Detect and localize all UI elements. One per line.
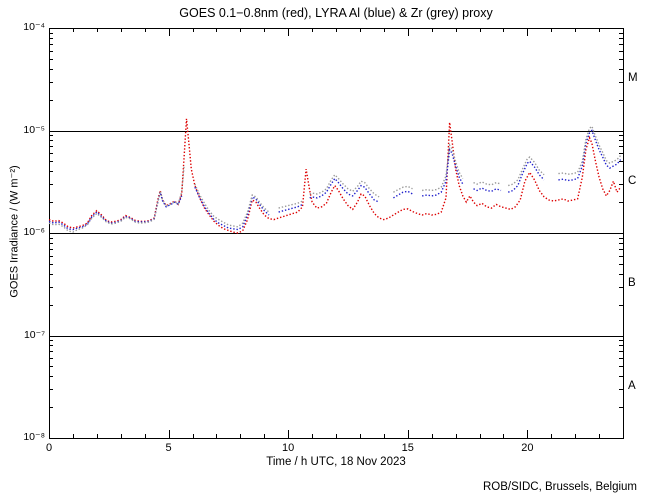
chart-title: GOES 0.1−0.8nm (red), LYRA Al (blue) & Z…: [179, 6, 493, 20]
series-line-1: [473, 187, 502, 193]
series-line-1: [48, 192, 183, 231]
series-line-2: [278, 200, 303, 209]
series-line-1: [393, 190, 413, 199]
series-line-2: [507, 156, 545, 187]
x-tick-label: 15: [401, 442, 414, 454]
flare-class-label-B: B: [628, 277, 636, 290]
y-tick-label: 10⁻⁵: [23, 123, 45, 136]
flare-class-label-M: M: [628, 72, 638, 85]
y-tick-label: 10⁻⁴: [23, 21, 45, 33]
y-tick-label: 10⁻⁶: [23, 226, 45, 238]
flare-class-label-C: C: [628, 174, 637, 187]
series-line-1: [309, 177, 380, 203]
y-tick-label: 10⁻⁸: [23, 431, 45, 443]
series-line-2: [393, 185, 413, 193]
series-line-1: [507, 160, 545, 193]
x-tick-label: 20: [521, 442, 534, 454]
x-tick-label: 10: [282, 442, 295, 454]
series-line-1: [194, 186, 270, 231]
series-line-2: [309, 173, 380, 198]
x-axis-title: Time / h UTC, 18 Nov 2023: [266, 456, 406, 468]
footer-credit: ROB/SIDC, Brussels, Belgium: [482, 481, 637, 493]
series-line-2: [473, 181, 502, 186]
y-tick-label: 10⁻⁷: [23, 328, 45, 341]
flare-class-label-A: A: [628, 379, 636, 392]
series-line-2: [48, 165, 185, 233]
series-line-1: [558, 129, 622, 182]
series-line-1: [278, 203, 303, 213]
series-line-0: [48, 118, 622, 234]
x-tick-label: 5: [165, 442, 172, 454]
series-line-2: [194, 183, 270, 228]
x-tick-label: 0: [45, 442, 53, 454]
